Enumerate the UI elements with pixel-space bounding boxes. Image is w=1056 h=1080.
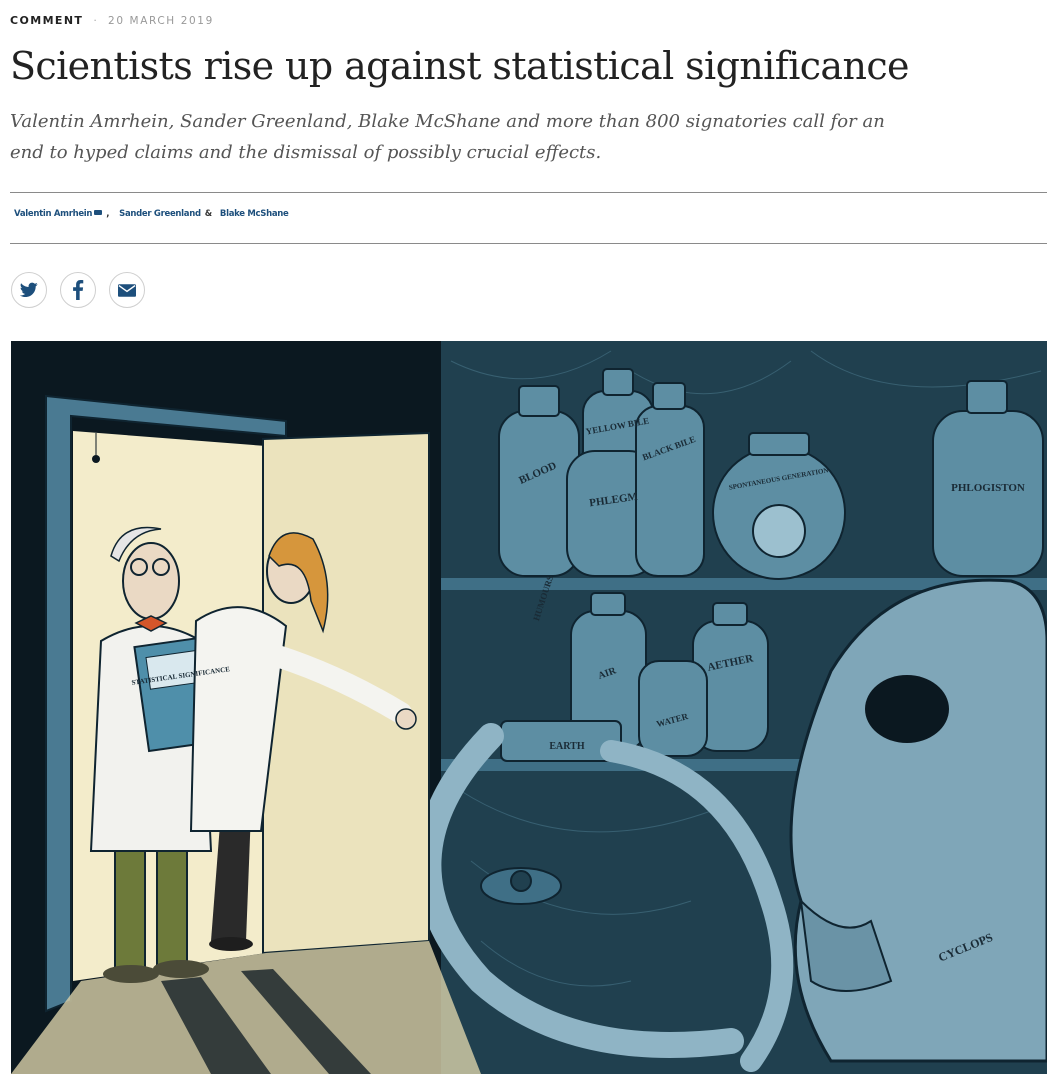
facebook-icon (73, 280, 84, 300)
author-link-mcshane[interactable]: Blake McShane (219, 209, 289, 219)
label-earth: EARTH (549, 741, 584, 752)
article-type: COMMENT (10, 14, 84, 27)
email-icon[interactable] (94, 209, 103, 215)
article-illustration: STATISTICAL SIGNIFICANCE BLOOD YELLOW BI… (11, 341, 1047, 1074)
article-standfirst: Valentin Amrhein, Sander Greenland, Blak… (10, 111, 885, 163)
skull-eye-socket (865, 675, 949, 743)
article-date: 20 MARCH 2019 (108, 14, 214, 27)
upper-shelf (441, 578, 1047, 590)
article-title: Scientists rise up against statistical s… (10, 44, 910, 88)
divider-top (10, 192, 1047, 193)
author-separator: , (106, 209, 110, 219)
door-frame (45, 394, 287, 1013)
twitter-icon (20, 282, 38, 298)
share-facebook-button[interactable] (60, 272, 96, 308)
divider-bottom (10, 243, 1047, 244)
jar-black-bile (635, 405, 705, 577)
mammoth-tusk-right (600, 740, 794, 1072)
meta-separator: · (93, 14, 99, 27)
jar-water (638, 660, 708, 757)
article-meta: COMMENT · 20 MARCH 2019 (10, 14, 214, 27)
share-buttons (11, 272, 145, 308)
author-and: & (204, 209, 212, 219)
share-twitter-button[interactable] (11, 272, 47, 308)
author-link-greenland[interactable]: Sander Greenland (119, 209, 201, 219)
illustration-artwork: STATISTICAL SIGNIFICANCE BLOOD YELLOW BI… (11, 341, 1047, 1074)
author-link-amrhein[interactable]: Valentin Amrhein (14, 209, 93, 219)
scientist-woman (189, 532, 417, 951)
mammoth-tusk-left (415, 723, 744, 1058)
author-list: Valentin Amrhein , Sander Greenland & Bl… (14, 209, 289, 219)
label-phlogiston: PHLOGISTON (951, 482, 1025, 494)
spider (92, 455, 100, 463)
share-email-button[interactable] (109, 272, 145, 308)
email-icon (118, 283, 136, 297)
